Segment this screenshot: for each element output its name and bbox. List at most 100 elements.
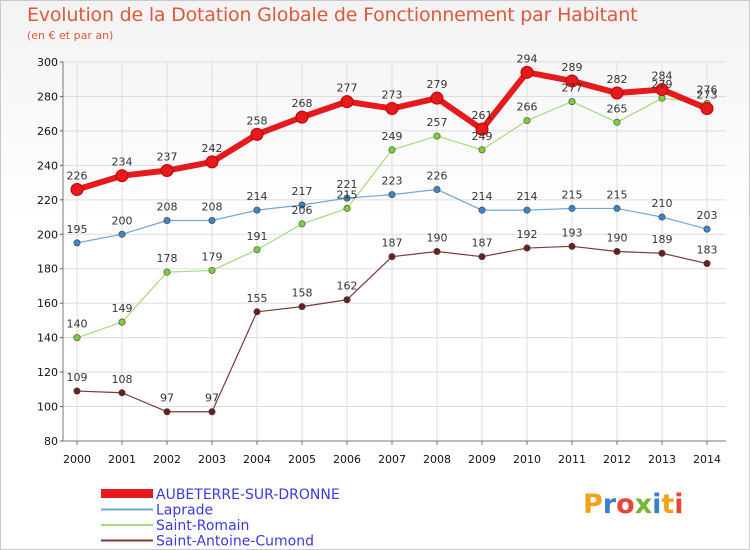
x-tick-label: 2014	[693, 453, 721, 466]
series-point-3	[703, 260, 711, 268]
series-point-0	[295, 110, 309, 124]
series-point-0	[115, 169, 129, 183]
data-label: 193	[562, 226, 583, 239]
series-point-3	[523, 244, 531, 252]
series-point-0	[610, 86, 624, 100]
data-label: 187	[382, 237, 403, 250]
data-label: 279	[427, 78, 448, 91]
x-tick-label: 2013	[648, 453, 676, 466]
data-label: 215	[337, 188, 358, 201]
y-tick-label: 120	[37, 366, 58, 379]
series-point-3	[73, 387, 81, 395]
series-point-1	[433, 185, 441, 193]
series-point-2	[613, 118, 621, 126]
series-point-2	[253, 246, 261, 254]
series-point-3	[118, 389, 126, 397]
series-point-1	[613, 204, 621, 212]
y-tick-label: 280	[37, 90, 58, 103]
data-label: 187	[472, 237, 493, 250]
data-label: 190	[427, 232, 448, 245]
y-tick-label: 260	[37, 125, 58, 138]
y-tick-label: 160	[37, 297, 58, 310]
data-label: 258	[247, 114, 268, 127]
data-label: 279	[652, 78, 673, 91]
x-tick-label: 2005	[288, 453, 316, 466]
data-label: 162	[337, 280, 358, 293]
series-point-1	[523, 206, 531, 214]
series-point-1	[478, 206, 486, 214]
legend-label: Laprade	[156, 503, 213, 519]
data-label: 203	[697, 209, 718, 222]
data-label: 249	[382, 130, 403, 143]
series-point-3	[613, 248, 621, 256]
series-point-2	[208, 266, 216, 274]
data-label: 149	[112, 302, 133, 315]
series-point-2	[343, 204, 351, 212]
series-point-3	[658, 249, 666, 257]
data-label: 179	[202, 250, 223, 263]
data-label: 221	[337, 178, 358, 191]
series-point-1	[118, 230, 126, 238]
x-axis-ticks: 2000 2001 2002 2003 2004 2005 2006 2007 2008 2009…	[63, 441, 721, 466]
data-label: 158	[292, 287, 313, 300]
data-label: 226	[67, 169, 88, 182]
data-label: 208	[157, 200, 178, 213]
series-point-3	[253, 308, 261, 316]
series-point-0	[385, 102, 399, 116]
logo-letter: i	[674, 489, 684, 520]
y-axis-ticks: 80 100 120 140 160 180 200 220 240 260 280 300	[37, 56, 63, 448]
data-label: 284	[652, 70, 673, 83]
logo-letter: o	[616, 489, 635, 520]
data-labels: 226 234 237 242 258 268 277 273 279 261 294 289 282 2…	[67, 52, 718, 404]
series-point-0	[655, 83, 669, 97]
data-label: 266	[517, 101, 538, 114]
data-label: 208	[202, 200, 223, 213]
series-point-3	[433, 248, 441, 256]
data-label: 200	[112, 214, 133, 227]
data-label: 226	[427, 169, 448, 182]
legend-swatch	[101, 489, 153, 498]
axes	[62, 62, 726, 442]
logo-letter: P	[583, 489, 603, 520]
data-label: 191	[247, 230, 268, 243]
y-tick-label: 300	[37, 56, 58, 69]
series-point-2	[118, 318, 126, 326]
data-label: 214	[247, 190, 268, 203]
data-label: 214	[472, 190, 493, 203]
data-label: 289	[562, 61, 583, 74]
y-tick-label: 200	[37, 228, 58, 241]
series-point-1	[703, 225, 711, 233]
series-point-1	[163, 216, 171, 224]
x-tick-label: 2012	[603, 453, 631, 466]
logo-letter: x	[634, 489, 653, 520]
data-label: 183	[697, 244, 718, 257]
series-point-1	[658, 213, 666, 221]
data-label: 190	[607, 232, 628, 245]
series-point-2	[478, 146, 486, 154]
series-point-2	[568, 98, 576, 106]
data-label: 268	[292, 97, 313, 110]
series-point-3	[298, 303, 306, 311]
series-point-0	[565, 74, 579, 88]
series-point-3	[478, 253, 486, 261]
legend: AUBETERRE-SUR-DRONNELapradeSaint-RomainS…	[101, 487, 340, 549]
series-point-0	[70, 182, 84, 196]
series-point-1	[253, 206, 261, 214]
data-label: 294	[517, 52, 538, 65]
series-point-2	[433, 132, 441, 140]
series-point-3	[568, 242, 576, 250]
data-label: 249	[472, 130, 493, 143]
data-label: 277	[562, 82, 583, 95]
series-point-1	[73, 239, 81, 247]
data-label: 265	[607, 102, 628, 115]
y-tick-label: 180	[37, 263, 58, 276]
logo-letter: r	[602, 489, 617, 520]
chart-subtitle: (en € et par an)	[27, 29, 114, 42]
y-tick-label: 240	[37, 159, 58, 172]
data-label: 192	[517, 228, 538, 241]
x-tick-label: 2001	[108, 453, 136, 466]
data-label: 277	[337, 82, 358, 95]
series-point-2	[523, 117, 531, 125]
x-tick-label: 2003	[198, 453, 226, 466]
